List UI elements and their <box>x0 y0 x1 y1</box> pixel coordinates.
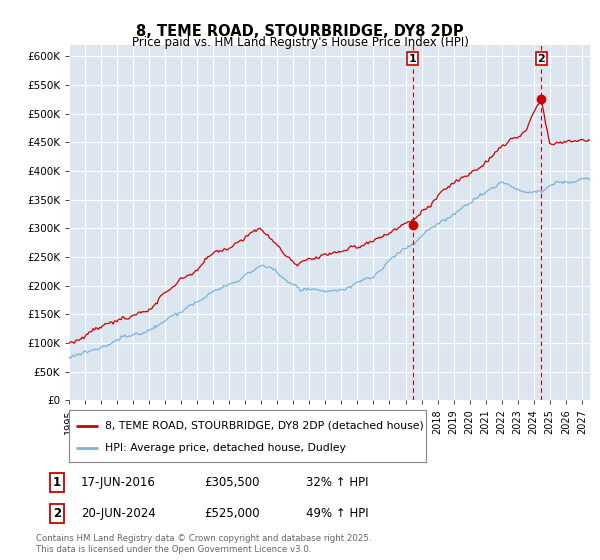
Text: 2: 2 <box>53 507 61 520</box>
Text: 2: 2 <box>538 54 545 64</box>
Text: £305,500: £305,500 <box>204 476 260 489</box>
Text: 20-JUN-2024: 20-JUN-2024 <box>81 507 156 520</box>
Text: 17-JUN-2016: 17-JUN-2016 <box>81 476 156 489</box>
Text: 1: 1 <box>53 476 61 489</box>
Text: Contains HM Land Registry data © Crown copyright and database right 2025.
This d: Contains HM Land Registry data © Crown c… <box>36 534 371 554</box>
Text: HPI: Average price, detached house, Dudley: HPI: Average price, detached house, Dudl… <box>105 442 346 452</box>
Text: 8, TEME ROAD, STOURBRIDGE, DY8 2DP (detached house): 8, TEME ROAD, STOURBRIDGE, DY8 2DP (deta… <box>105 421 424 431</box>
Text: 1: 1 <box>409 54 417 64</box>
Text: 8, TEME ROAD, STOURBRIDGE, DY8 2DP: 8, TEME ROAD, STOURBRIDGE, DY8 2DP <box>136 24 464 39</box>
Text: 49% ↑ HPI: 49% ↑ HPI <box>306 507 368 520</box>
Text: £525,000: £525,000 <box>204 507 260 520</box>
Text: Price paid vs. HM Land Registry's House Price Index (HPI): Price paid vs. HM Land Registry's House … <box>131 36 469 49</box>
Text: 32% ↑ HPI: 32% ↑ HPI <box>306 476 368 489</box>
